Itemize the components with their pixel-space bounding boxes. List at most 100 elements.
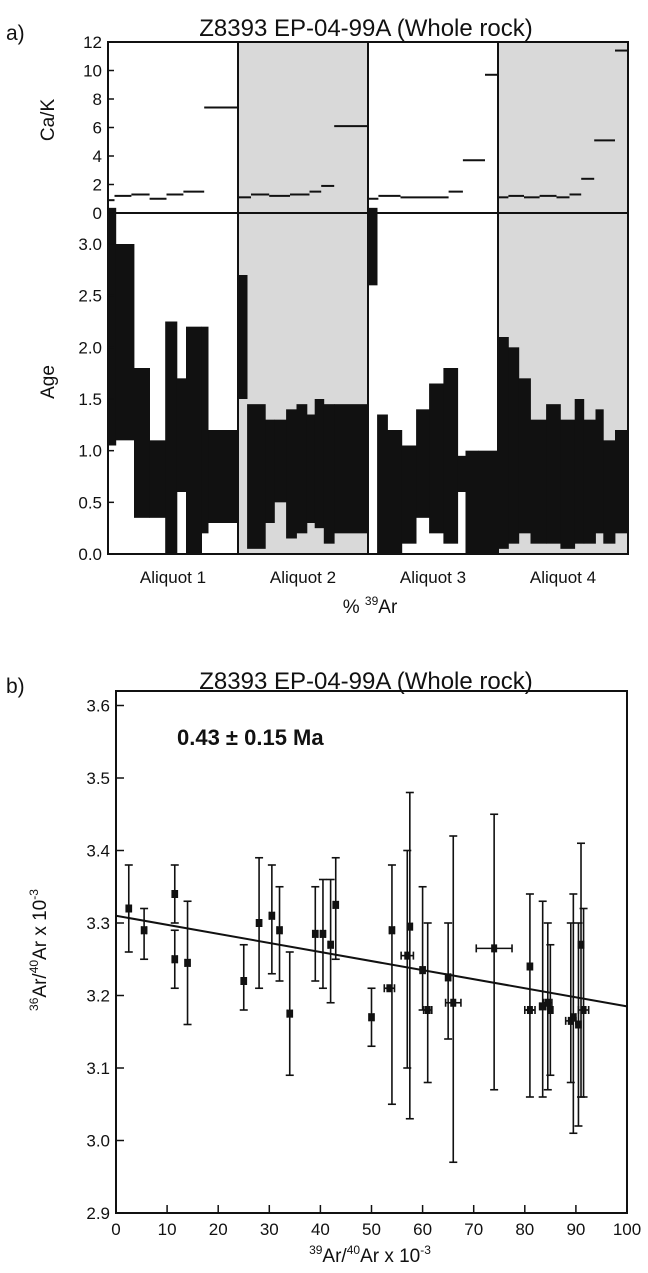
age-step	[201, 326, 209, 534]
data-point	[475, 813, 513, 1091]
age-step	[615, 430, 629, 534]
x-tick-label: 70	[464, 1220, 483, 1239]
panel-b-label: b)	[6, 675, 25, 698]
data-point	[444, 835, 462, 1164]
age-step	[368, 207, 378, 286]
age-tick-label: 0.5	[78, 493, 102, 512]
data-point	[538, 900, 547, 1098]
age-step	[306, 414, 316, 523]
point-marker	[526, 962, 533, 971]
data-point	[331, 856, 340, 961]
point-marker	[544, 998, 551, 1007]
data-point	[183, 900, 192, 1026]
ca-k-ylabel: Ca/K	[38, 99, 59, 142]
age-step	[387, 430, 403, 554]
point-marker	[406, 922, 413, 931]
ca-k-tick-label: 10	[83, 62, 102, 81]
x-tick-label: 40	[311, 1220, 330, 1239]
aliquot-label: Aliquot 3	[400, 568, 466, 587]
age-step	[314, 399, 325, 529]
age-step	[238, 275, 248, 399]
aliquot-label: Aliquot 1	[140, 568, 206, 587]
age-step	[165, 321, 178, 554]
age-tick-label: 2.5	[78, 287, 102, 306]
ca-k-tick-label: 6	[93, 119, 102, 138]
x-tick-label: 30	[260, 1220, 279, 1239]
panel-a-axes: Aliquot 1 Aliquot 2 Aliquot 3 Aliquot 4 0 2 4 6…	[78, 33, 629, 587]
y-tick-label: 3.1	[86, 1059, 110, 1078]
fit-line	[115, 914, 628, 1008]
point-marker	[268, 911, 275, 920]
ca-k-tick-label: 4	[93, 147, 102, 166]
data-point	[405, 791, 414, 1120]
point-marker	[424, 1006, 431, 1014]
aliquot-label: Aliquot 2	[270, 568, 336, 587]
age-step	[498, 337, 509, 549]
point-marker	[171, 890, 178, 898]
point-marker	[386, 984, 393, 993]
age-tick-label: 3.0	[78, 235, 102, 254]
point-marker	[388, 926, 395, 935]
age-step	[149, 440, 166, 518]
y-tick-label: 3.4	[86, 842, 110, 861]
point-marker	[570, 1013, 577, 1022]
point-marker	[450, 998, 457, 1007]
age-step	[465, 450, 479, 554]
age-step	[274, 419, 287, 503]
age-step	[401, 445, 417, 544]
panel-a-xlabel: % 39Ar	[343, 594, 398, 618]
point-marker	[256, 919, 263, 927]
age-step	[286, 409, 297, 539]
age-step	[377, 414, 388, 554]
data-point	[326, 878, 335, 1004]
y-tick-label: 3.2	[86, 987, 110, 1006]
x-tick-label: 50	[362, 1220, 381, 1239]
panel-b-xlabel: 39Ar/40Ar x 10-3	[309, 1243, 431, 1267]
ca-k-tick-label: 8	[93, 90, 102, 109]
data-point	[170, 929, 179, 990]
age-tick-label: 2.0	[78, 338, 102, 357]
y-tick-label: 2.9	[86, 1204, 110, 1223]
y-tick-label: 3.6	[86, 697, 110, 716]
data-point	[577, 907, 590, 1098]
data-point	[255, 856, 264, 990]
x-tick-label: 0	[111, 1220, 120, 1239]
age-step	[429, 383, 444, 534]
point-marker	[240, 977, 247, 985]
age-step	[457, 455, 466, 492]
point-marker	[286, 1009, 293, 1018]
data-point	[367, 987, 376, 1048]
x-tick-label: 80	[515, 1220, 534, 1239]
ca-k-steps	[108, 49, 628, 202]
point-marker	[276, 926, 283, 935]
age-ylabel: Age	[38, 365, 59, 399]
age-tick-label: 0.0	[78, 545, 102, 564]
panel-a-label: a)	[6, 22, 25, 45]
age-step	[508, 347, 520, 544]
data-point	[523, 1006, 536, 1014]
point-marker	[547, 1006, 554, 1014]
data-point	[387, 864, 396, 1106]
point-marker	[575, 1020, 582, 1029]
isochron-points	[124, 791, 590, 1164]
x-tick-label: 20	[209, 1220, 228, 1239]
age-step	[134, 368, 150, 518]
age-step	[583, 419, 596, 544]
panel-b-ylabel: 36Ar/40Ar x 10-3	[27, 889, 51, 1011]
point-marker	[171, 955, 178, 964]
age-step	[416, 409, 430, 518]
age-step	[334, 404, 369, 534]
data-point	[275, 885, 284, 982]
age-step	[208, 430, 239, 523]
data-point	[422, 922, 433, 1084]
age-spectrum-steps	[108, 207, 629, 554]
age-step	[176, 378, 187, 492]
age-step	[560, 419, 576, 549]
y-tick-label: 3.3	[86, 914, 110, 933]
data-point	[124, 864, 133, 953]
point-marker	[419, 966, 426, 975]
data-point	[569, 893, 578, 1135]
data-point	[444, 922, 453, 1040]
age-step	[323, 404, 335, 544]
age-tick-label: 1.0	[78, 442, 102, 461]
